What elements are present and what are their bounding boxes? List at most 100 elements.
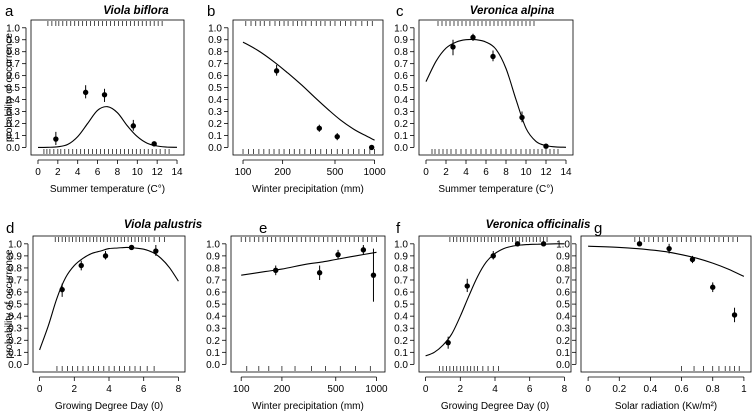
y-tick-label: 0.2: [394, 336, 408, 347]
y-tick-label: 0.1: [6, 131, 20, 142]
data-point: [543, 143, 549, 149]
x-axis-title: Growing Degree Day (0): [55, 401, 163, 412]
data-point: [470, 34, 476, 41]
y-tick-label: 0.1: [208, 131, 222, 142]
x-tick-label: 6: [527, 384, 533, 395]
data-point: [335, 251, 341, 258]
y-tick-label: 0.3: [208, 107, 222, 118]
data-point: [153, 248, 159, 254]
data-point: [59, 286, 65, 293]
x-tick-label: 12: [152, 167, 164, 178]
panel-letter: g: [594, 220, 602, 237]
panel-letter: d: [6, 220, 14, 237]
x-tick-label: 14: [560, 167, 572, 178]
x-tick-label: 10: [520, 167, 532, 178]
x-tick-label: 4: [463, 167, 469, 178]
y-tick-label: 0.0: [8, 360, 22, 371]
panel-g: 0 0.2 0.4 0.6 0.8 10.00.10.20.30.40.50.60.70.…: [556, 220, 752, 412]
panel-letter: c: [396, 3, 404, 20]
y-tick-label: 0.7: [6, 59, 20, 70]
x-tick-label: 8: [115, 167, 121, 178]
y-tick-label: 0.7: [8, 275, 22, 286]
y-tick-label: 0.4: [6, 95, 20, 106]
y-tick-label: 0.5: [394, 300, 408, 311]
x-axis-title: Winter precipitation (mm): [252, 184, 364, 195]
y-tick-label: 0.7: [394, 275, 408, 286]
x-tick-label: 0.2: [612, 384, 626, 395]
x-axis-title: Summer temperature (C°): [438, 184, 553, 195]
fitted-curve: [241, 251, 377, 276]
y-tick-label: 0.1: [8, 348, 22, 359]
y-tick-label: 1.0: [208, 23, 222, 34]
y-tick-label: 0.1: [206, 348, 220, 359]
x-tick-label: 0: [585, 384, 591, 395]
plot-frame: [580, 235, 752, 373]
data-point: [334, 133, 340, 140]
y-tick-label: 0.2: [394, 119, 408, 130]
fitted-curve: [425, 38, 567, 148]
y-tick-label: 0.4: [394, 312, 408, 323]
data-point: [82, 89, 89, 96]
data-point: [78, 262, 84, 269]
y-tick-label: 0.8: [208, 47, 222, 58]
y-tick-label: 0.1: [556, 348, 570, 359]
data-point: [273, 68, 280, 74]
y-tick-label: 0.8: [394, 263, 408, 274]
y-tick-label: 0.3: [206, 324, 220, 335]
data-point: [128, 244, 135, 251]
fitted-curve: [425, 243, 565, 357]
data-point: [464, 283, 470, 289]
plot-frame: [230, 235, 386, 373]
species-title: Viola palustris: [124, 219, 202, 231]
x-tick-label: 2: [458, 384, 464, 395]
y-tick-label: 0.9: [206, 251, 220, 262]
y-tick-label: 0.4: [8, 312, 22, 323]
y-tick-label: 0.6: [394, 288, 408, 299]
y-tick-label: 0.5: [208, 83, 222, 94]
y-tick-label: 0.2: [8, 336, 22, 347]
x-axis-title: Growing Degree Day (0): [441, 401, 549, 412]
x-axis-title: Solar radiation (Kw/m²): [615, 401, 717, 412]
data-point: [130, 123, 137, 129]
y-tick-label: 1.0: [8, 239, 22, 250]
panel-letter: e: [259, 220, 267, 237]
x-tick-label: 14: [171, 167, 183, 178]
data-point: [540, 241, 547, 247]
fitted-curve: [39, 246, 179, 351]
y-tick-label: 0.7: [208, 59, 222, 70]
x-tick-label: 200: [274, 167, 291, 178]
x-tick-label: 1: [741, 384, 747, 395]
data-point: [731, 312, 738, 318]
y-tick-label: 1.0: [6, 23, 20, 34]
y-tick-label: 0.0: [556, 360, 570, 371]
x-tick-label: 8: [562, 384, 568, 395]
fitted-curve: [588, 245, 745, 277]
x-tick-label: 8: [503, 167, 509, 178]
x-tick-label: 100: [233, 384, 250, 395]
plot-frame: [418, 235, 572, 373]
x-tick-label: 200: [274, 384, 291, 395]
y-tick-label: 0.6: [8, 288, 22, 299]
y-tick-label: 0.2: [206, 336, 220, 347]
y-tick-label: 0.2: [556, 336, 570, 347]
data-point: [273, 267, 279, 274]
y-tick-label: 0.3: [8, 324, 22, 335]
y-tick-label: 0.9: [556, 251, 570, 262]
x-tick-label: 2: [55, 167, 61, 178]
data-point: [636, 241, 643, 247]
y-tick-label: 0.5: [6, 83, 20, 94]
y-tick-label: 0.4: [206, 312, 220, 323]
x-tick-label: 8: [176, 384, 182, 395]
y-tick-label: 0.8: [394, 47, 408, 58]
y-tick-label: 0.6: [206, 288, 220, 299]
y-axis-title: probability of occurrence: [4, 33, 15, 142]
x-tick-label: 2: [72, 384, 78, 395]
y-tick-label: 0.9: [208, 35, 222, 46]
data-point: [316, 270, 323, 276]
y-tick-label: 0.8: [8, 263, 22, 274]
panel-d: 0 2 4 6 8 0.00.10.20.30.40.50.6 0.70.80.91.0 Gr…: [4, 219, 202, 412]
x-tick-label: 0: [37, 384, 43, 395]
y-tick-label: 0.7: [206, 275, 220, 286]
y-tick-label: 0.5: [556, 300, 570, 311]
panel-letter: f: [396, 220, 401, 237]
